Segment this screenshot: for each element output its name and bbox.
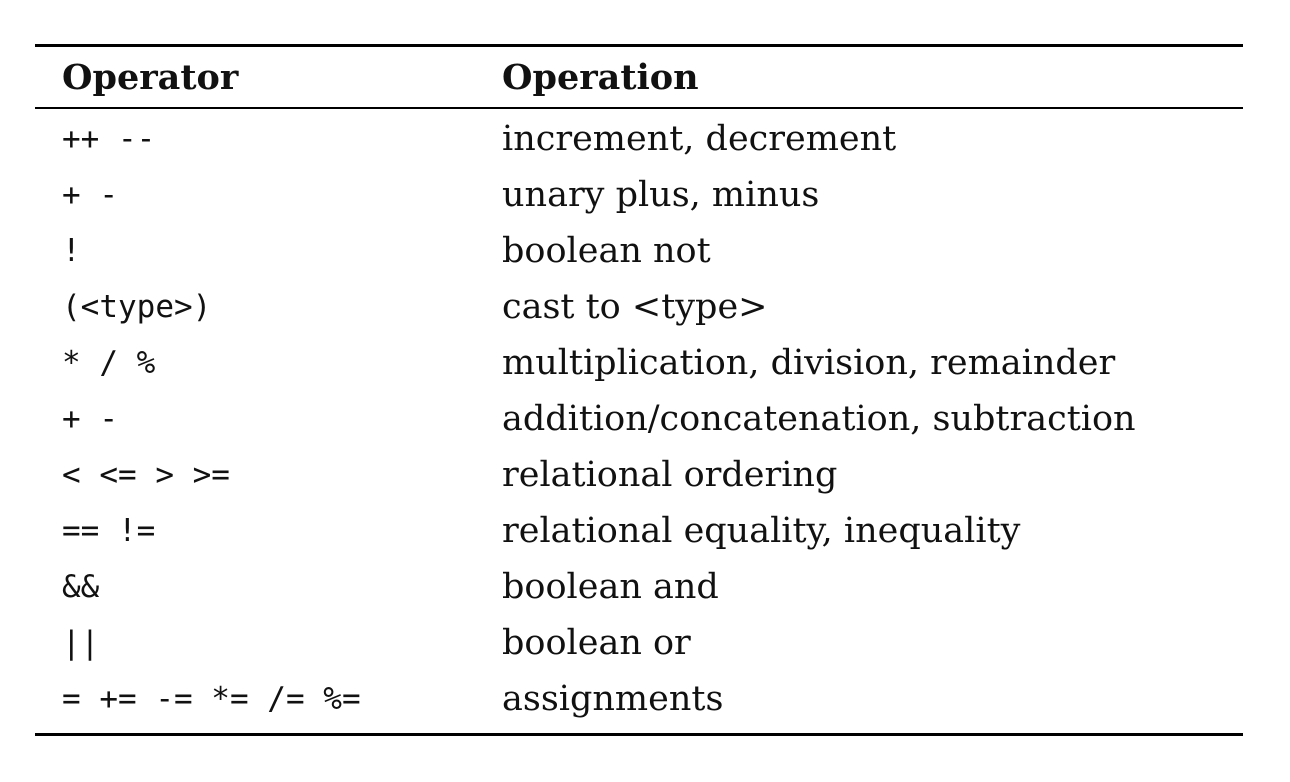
operation-cell: addition/concatenation, subtraction	[502, 399, 1136, 439]
operator-cell: < <= > >=	[62, 457, 230, 493]
operation-cell: relational equality, inequality	[502, 511, 1021, 551]
operator-cell: ||	[62, 625, 100, 661]
table-header-row: Operator Operation	[35, 47, 1243, 107]
table-bottom-rule	[35, 733, 1243, 736]
table-row: + - unary plus, minus	[35, 167, 1243, 223]
table-row: (<type>) cast to <type>	[35, 279, 1243, 335]
table-header-rule	[35, 107, 1243, 109]
operation-cell: relational ordering	[502, 455, 838, 495]
table-row: < <= > >= relational ordering	[35, 447, 1243, 503]
operator-cell: == !=	[62, 513, 156, 549]
operator-cell: &&	[62, 569, 100, 605]
table-row: == != relational equality, inequality	[35, 503, 1243, 559]
operation-cell: boolean not	[502, 231, 711, 271]
operator-cell: + -	[62, 401, 118, 437]
header-operation: Operation	[502, 56, 699, 98]
table-row: ++ -- increment, decrement	[35, 111, 1243, 167]
table-row: && boolean and	[35, 559, 1243, 615]
operation-cell: multiplication, division, remainder	[502, 343, 1116, 383]
operation-cell: unary plus, minus	[502, 175, 820, 215]
operator-cell: * / %	[62, 345, 156, 381]
operator-table: Operator Operation ++ -- increment, decr…	[35, 44, 1243, 736]
header-operator: Operator	[62, 56, 239, 98]
operator-cell: !	[62, 233, 81, 269]
table-row: + - addition/concatenation, subtraction	[35, 391, 1243, 447]
operation-cell: assignments	[502, 679, 724, 719]
operator-cell: ++ --	[62, 121, 156, 157]
operation-cell: boolean and	[502, 567, 719, 607]
operator-cell: (<type>)	[62, 289, 212, 325]
table-row: = += -= *= /= %= assignments	[35, 671, 1243, 727]
operation-cell: boolean or	[502, 623, 691, 663]
table-row: * / % multiplication, division, remainde…	[35, 335, 1243, 391]
operator-cell: + -	[62, 177, 118, 213]
table-row: || boolean or	[35, 615, 1243, 671]
table-body: ++ -- increment, decrement + - unary plu…	[35, 109, 1243, 733]
operator-cell: = += -= *= /= %=	[62, 681, 361, 717]
table-top-rule	[35, 44, 1243, 47]
table-row: ! boolean not	[35, 223, 1243, 279]
operation-cell: increment, decrement	[502, 119, 897, 159]
operation-cell: cast to <type>	[502, 287, 768, 327]
